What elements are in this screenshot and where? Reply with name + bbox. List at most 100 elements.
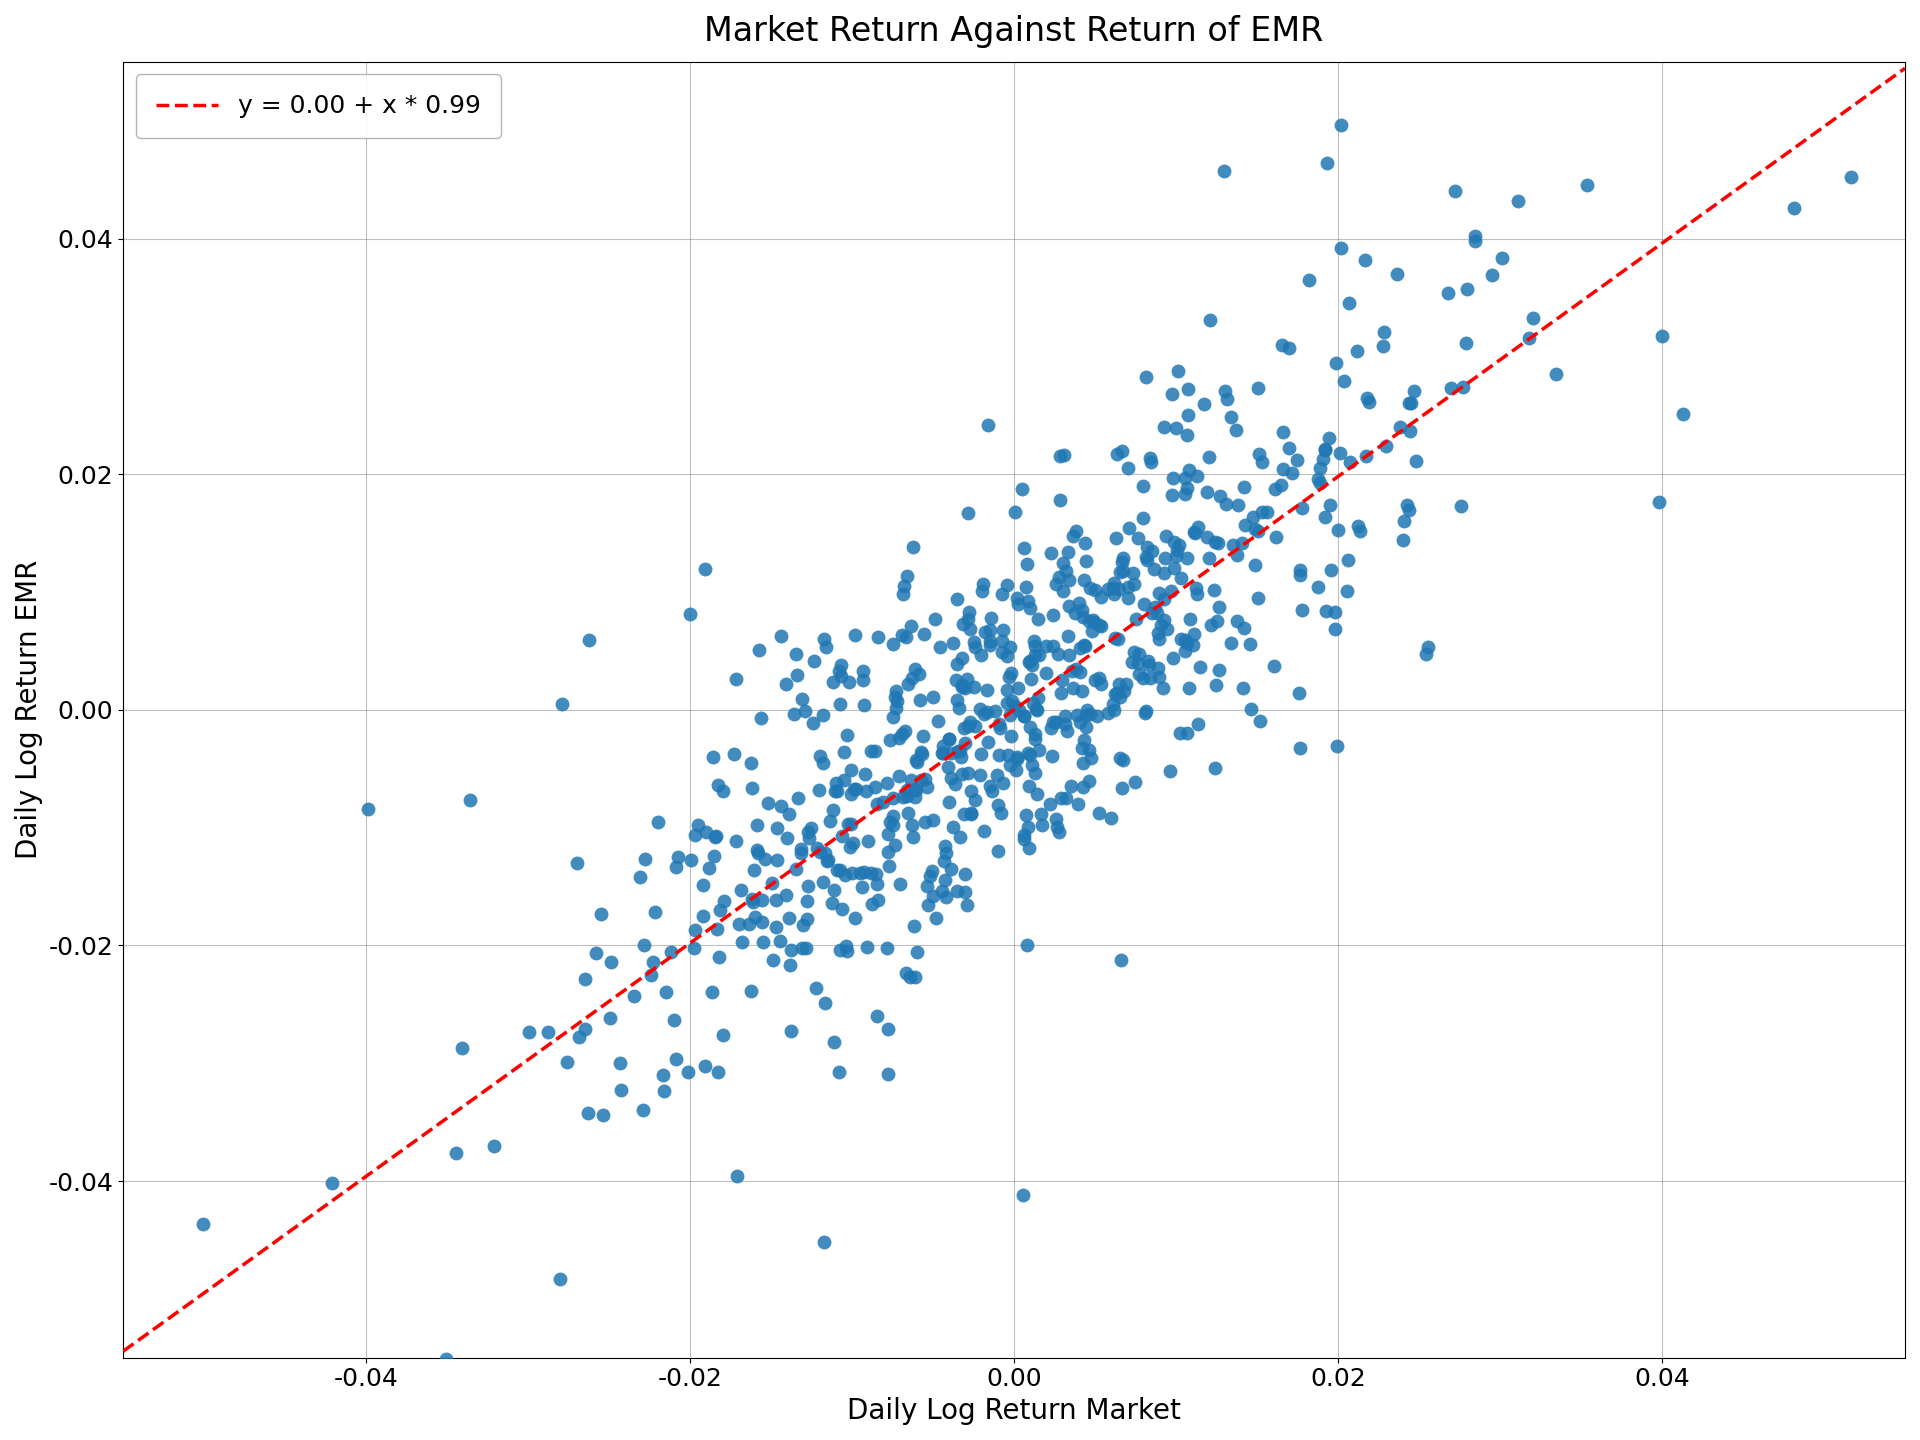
Point xyxy=(1332,549,1363,572)
Point xyxy=(1446,494,1476,517)
Point xyxy=(822,779,852,802)
Point xyxy=(1235,632,1265,655)
Point xyxy=(797,711,828,734)
Point xyxy=(1064,661,1094,684)
Point xyxy=(1162,544,1192,567)
Point xyxy=(1778,196,1809,219)
Point xyxy=(1388,510,1419,533)
Point xyxy=(741,840,772,863)
Point xyxy=(1267,420,1298,444)
Point xyxy=(877,632,908,655)
Point xyxy=(1112,575,1142,598)
Point xyxy=(1077,609,1108,632)
Point xyxy=(845,861,876,884)
Point xyxy=(628,935,659,958)
Point xyxy=(724,913,755,936)
Point xyxy=(808,752,839,775)
Point xyxy=(1016,743,1046,766)
Point xyxy=(808,870,839,893)
Point xyxy=(970,621,1000,644)
Point xyxy=(1058,677,1089,700)
Point xyxy=(1396,419,1427,442)
Point xyxy=(1342,514,1373,537)
Point xyxy=(787,688,818,711)
Point xyxy=(1202,531,1233,554)
Point xyxy=(705,899,735,922)
Point xyxy=(935,858,966,881)
Point xyxy=(1010,804,1041,827)
Point xyxy=(1048,444,1079,467)
Point xyxy=(1148,608,1179,631)
Point xyxy=(1069,634,1100,657)
Point xyxy=(793,821,824,844)
Point xyxy=(906,769,937,792)
Point xyxy=(762,848,793,871)
Point xyxy=(956,779,987,802)
Point xyxy=(1139,557,1169,580)
Point xyxy=(708,888,739,912)
Point xyxy=(1221,418,1252,441)
Point xyxy=(1229,475,1260,498)
Point xyxy=(939,632,970,655)
Point xyxy=(739,906,770,929)
Point xyxy=(660,1048,691,1071)
Point xyxy=(1020,762,1050,785)
Point xyxy=(735,752,766,775)
Point xyxy=(1071,704,1102,727)
Point xyxy=(883,765,914,788)
Point xyxy=(995,704,1025,727)
Point xyxy=(856,861,887,884)
Point xyxy=(776,1020,806,1043)
Point xyxy=(1309,438,1340,461)
Point xyxy=(1204,484,1235,507)
Point xyxy=(1104,672,1135,696)
Point xyxy=(862,792,893,815)
Point xyxy=(708,1024,739,1047)
Point xyxy=(1367,334,1398,357)
Point xyxy=(968,703,998,726)
Point xyxy=(991,644,1021,667)
Point xyxy=(1329,370,1359,393)
Point xyxy=(1346,520,1377,543)
Point xyxy=(975,629,1006,652)
Point xyxy=(647,1063,678,1086)
Point xyxy=(927,880,958,903)
Point xyxy=(708,779,739,802)
Point xyxy=(1037,634,1068,657)
Point xyxy=(1068,598,1098,621)
Point xyxy=(1018,691,1048,714)
Point xyxy=(741,814,772,837)
Point xyxy=(1127,667,1158,690)
Point xyxy=(925,635,956,658)
Point xyxy=(818,878,849,901)
Point xyxy=(826,825,856,848)
Point xyxy=(862,888,893,912)
Point xyxy=(826,939,856,962)
Point xyxy=(1350,445,1380,468)
Point xyxy=(1169,639,1200,662)
Point xyxy=(1020,727,1050,750)
Point xyxy=(1540,363,1571,386)
Point xyxy=(810,635,841,658)
Point xyxy=(1108,559,1139,582)
Point xyxy=(1513,327,1544,350)
Point xyxy=(743,841,774,864)
Point xyxy=(981,763,1012,786)
Point xyxy=(839,778,870,801)
Point xyxy=(1068,729,1098,752)
Point xyxy=(945,744,975,768)
Point xyxy=(1158,467,1188,490)
Point xyxy=(1309,599,1340,622)
Point xyxy=(954,710,985,733)
Point xyxy=(835,814,866,837)
Point xyxy=(900,966,931,989)
Point xyxy=(1142,665,1173,688)
Point xyxy=(899,914,929,937)
Point xyxy=(1129,475,1160,498)
Point xyxy=(1098,693,1129,716)
Point xyxy=(749,930,780,953)
Point xyxy=(918,884,948,907)
Point xyxy=(618,984,649,1007)
Point xyxy=(1071,716,1102,739)
Point xyxy=(743,639,774,662)
